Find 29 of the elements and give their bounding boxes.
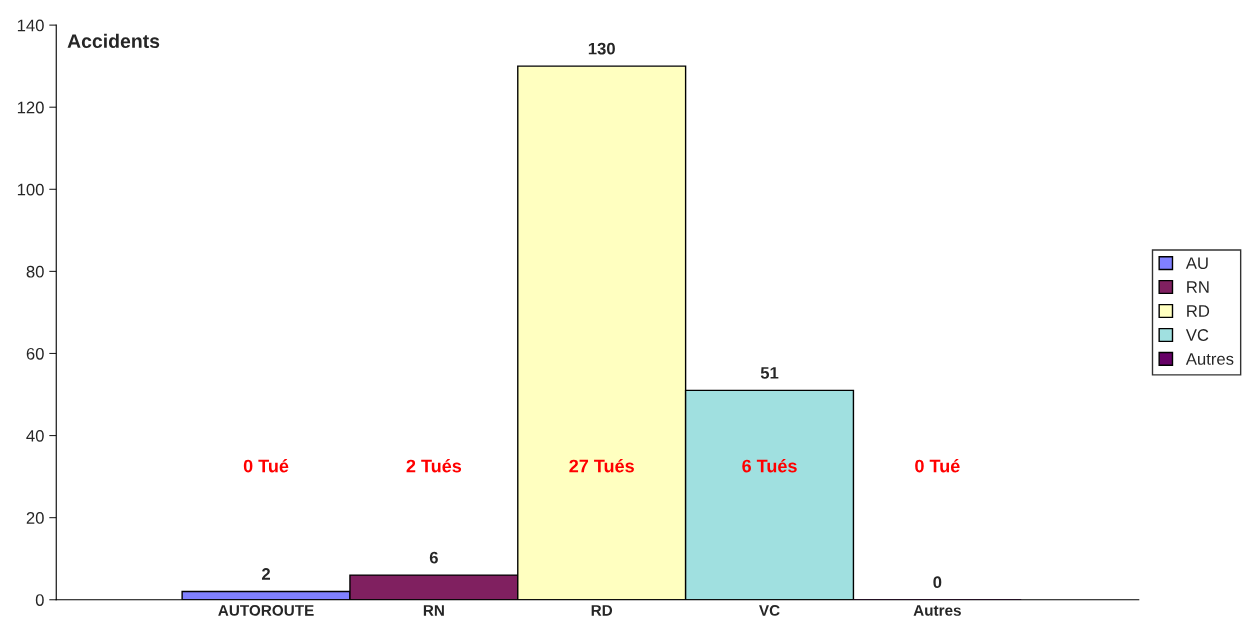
- x-tick-label: RN: [423, 605, 444, 616]
- annotation: 27 Tués: [569, 459, 634, 473]
- annotation: 0 Tué: [243, 459, 289, 473]
- y-tick-label: 140: [17, 19, 44, 32]
- data-label: 130: [588, 42, 615, 55]
- legend-label: Autres: [1185, 353, 1234, 365]
- data-label: 6: [429, 551, 438, 564]
- y-tick-label: 120: [17, 101, 44, 114]
- legend-label: RN: [1187, 281, 1209, 293]
- x-tick-label: VC: [759, 605, 780, 616]
- y-tick-label: 80: [26, 265, 44, 278]
- legend-label: VC: [1185, 329, 1209, 341]
- data-label: 2: [261, 568, 270, 580]
- y-axis-title: Accidents: [67, 33, 160, 49]
- data-label: 0: [933, 576, 942, 589]
- y-tick-label: 40: [26, 429, 44, 442]
- data-label: 51: [760, 367, 779, 379]
- y-tick-label: 0: [35, 594, 44, 606]
- x-tick-label: AUTOROUTE: [218, 605, 314, 616]
- annotation: 0 Tué: [915, 459, 960, 473]
- y-tick-label: 60: [26, 347, 44, 360]
- legend-label: RD: [1187, 305, 1210, 317]
- annotation: 6 Tués: [742, 459, 797, 473]
- y-tick-label: 20: [26, 512, 44, 524]
- legend-label: AU: [1185, 257, 1208, 270]
- y-tick-label: 100: [17, 183, 44, 196]
- annotation: 2 Tués: [406, 459, 462, 473]
- x-tick-label: Autres: [913, 605, 961, 616]
- x-tick-label: RD: [591, 605, 613, 616]
